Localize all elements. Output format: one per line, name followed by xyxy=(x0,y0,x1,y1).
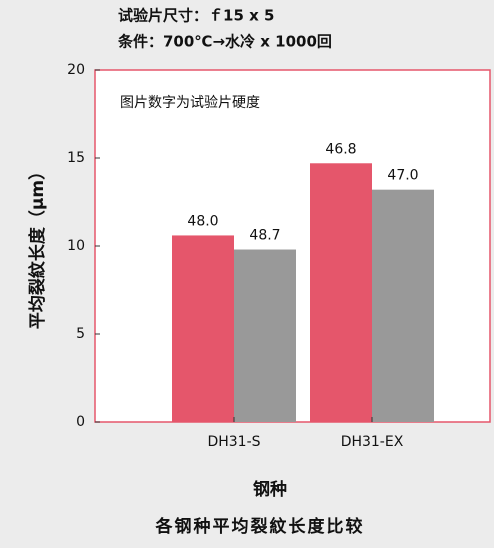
y-tick-label: 10 xyxy=(67,238,85,254)
y-tick-label: 5 xyxy=(76,326,85,342)
y-tick-label: 20 xyxy=(67,62,85,78)
y-axis-label: 平均裂紋长度（μm） xyxy=(27,163,48,329)
y-tick-label: 15 xyxy=(67,150,85,166)
bar-annotation: 48.0 xyxy=(187,213,218,229)
bar xyxy=(310,163,372,422)
bar-annotation: 46.8 xyxy=(325,141,356,157)
bar xyxy=(172,235,234,422)
x-axis-label: 钢种 xyxy=(253,479,287,500)
x-tick-label: DH31-S xyxy=(207,434,260,450)
x-tick-label: DH31-EX xyxy=(341,434,404,450)
caption: 各钢种平均裂紋长度比较 xyxy=(155,516,365,537)
bar-annotation: 47.0 xyxy=(387,168,418,184)
bar-annotation: 48.7 xyxy=(249,228,280,244)
bar xyxy=(372,189,434,422)
bar xyxy=(234,249,296,422)
annotation: 图片数字为试验片硬度 xyxy=(120,95,260,111)
title-line: 条件：700℃→水冷 x 1000回 xyxy=(117,33,332,51)
title-line: 试验片尺寸：ｆ15 x 5 xyxy=(118,7,274,25)
y-tick-label: 0 xyxy=(76,414,85,430)
